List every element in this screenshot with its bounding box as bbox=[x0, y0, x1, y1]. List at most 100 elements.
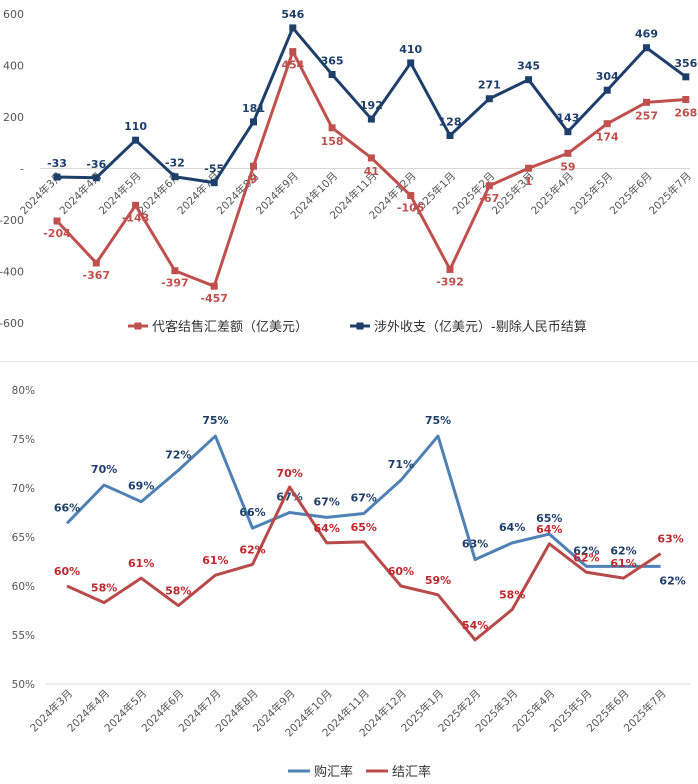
series-1-marker bbox=[446, 265, 454, 273]
data-label: -105 bbox=[397, 202, 425, 215]
y-tick-label: 50% bbox=[12, 679, 35, 691]
series-2-marker bbox=[603, 86, 611, 94]
series-1-marker bbox=[682, 95, 690, 103]
series-1-marker bbox=[53, 217, 61, 225]
data-label: 69% bbox=[128, 480, 154, 493]
data-label: -143 bbox=[122, 211, 150, 224]
data-label: 58% bbox=[165, 585, 191, 598]
y-tick-label: -600 bbox=[0, 317, 24, 330]
data-label: 66% bbox=[54, 501, 80, 514]
series-2-marker bbox=[525, 76, 533, 84]
series-1-marker bbox=[328, 124, 336, 132]
data-label: 304 bbox=[596, 70, 619, 83]
series-1-marker bbox=[210, 282, 218, 290]
series-2-marker bbox=[210, 179, 218, 187]
data-label: 454 bbox=[281, 59, 304, 72]
series-2-marker bbox=[407, 59, 415, 67]
legend-label-2: 涉外收支（亿美元）-剔除人民币结算 bbox=[374, 320, 587, 335]
y-tick-label: 75% bbox=[12, 434, 35, 446]
data-label: 62% bbox=[573, 544, 599, 557]
y-tick-label: 80% bbox=[12, 385, 35, 397]
series-2-marker bbox=[328, 71, 336, 79]
y-tick-label: -200 bbox=[0, 214, 24, 227]
data-label: 54% bbox=[462, 619, 488, 632]
data-label: -397 bbox=[161, 277, 189, 290]
series-1-marker bbox=[564, 149, 572, 157]
data-label: 62% bbox=[610, 544, 636, 557]
series-1-marker bbox=[92, 259, 100, 267]
series-line-1 bbox=[65, 434, 661, 568]
data-label: 61% bbox=[202, 554, 228, 567]
data-label: 75% bbox=[202, 414, 228, 427]
y-tick-label: - bbox=[20, 163, 24, 176]
y-tick-label: 200 bbox=[3, 111, 24, 124]
data-label: 268 bbox=[674, 106, 697, 119]
data-label: 158 bbox=[321, 135, 344, 148]
data-label: -55 bbox=[204, 163, 224, 176]
y-tick-label: 60% bbox=[12, 581, 35, 593]
data-label: 59% bbox=[425, 574, 451, 587]
data-label: 65% bbox=[536, 512, 562, 525]
data-label: 59 bbox=[560, 160, 575, 173]
data-label: 67% bbox=[351, 491, 377, 504]
series-1-marker bbox=[171, 267, 179, 275]
data-label: 61% bbox=[610, 557, 636, 570]
data-label: 41 bbox=[364, 165, 379, 178]
series-2-marker bbox=[250, 118, 257, 126]
legend-marker-1 bbox=[134, 322, 142, 330]
data-label: 65% bbox=[351, 521, 377, 534]
data-label: -204 bbox=[43, 227, 71, 240]
balance-chart: -600-400-200-2004006002024年3月2024年4月2024… bbox=[0, 8, 698, 335]
data-label: -33 bbox=[47, 157, 67, 170]
data-label: 410 bbox=[399, 43, 422, 56]
y-tick-label: 65% bbox=[12, 532, 35, 544]
data-label: 62% bbox=[239, 543, 265, 556]
series-1-marker bbox=[407, 192, 415, 200]
data-label: 9 bbox=[250, 173, 258, 186]
series-2-marker bbox=[171, 173, 179, 181]
data-label: 271 bbox=[478, 79, 501, 92]
series-1-marker bbox=[485, 182, 493, 190]
y-tick-label: 70% bbox=[12, 483, 35, 495]
data-label: -36 bbox=[86, 158, 106, 171]
legend-label-2: 结汇率 bbox=[392, 764, 431, 780]
data-label: 70% bbox=[276, 467, 302, 480]
series-2-marker bbox=[485, 95, 493, 103]
series-2-marker bbox=[682, 73, 690, 81]
series-1-marker bbox=[367, 154, 375, 162]
data-label: 60% bbox=[388, 565, 414, 578]
data-label: -392 bbox=[436, 275, 464, 288]
series-2-marker bbox=[53, 173, 61, 181]
data-label: 63% bbox=[462, 538, 488, 551]
data-label: 110 bbox=[124, 120, 147, 133]
y-tick-label: -400 bbox=[0, 266, 24, 279]
legend-marker-2 bbox=[356, 322, 364, 330]
series-2-marker bbox=[643, 44, 650, 52]
series-2-marker bbox=[446, 132, 454, 140]
series-1-marker bbox=[289, 48, 297, 56]
data-label: 356 bbox=[674, 57, 697, 70]
data-label: 257 bbox=[635, 109, 658, 122]
data-label: -67 bbox=[479, 192, 499, 205]
data-label: -32 bbox=[165, 157, 185, 170]
legend-label-1: 代客结售汇差额（亿美元） bbox=[152, 319, 308, 335]
series-1-marker bbox=[250, 162, 257, 170]
data-label: 365 bbox=[321, 55, 344, 68]
data-label: 62% bbox=[573, 551, 599, 564]
legend-label-1: 购汇率 bbox=[314, 764, 353, 780]
data-label: 143 bbox=[556, 112, 579, 125]
data-label: 58% bbox=[91, 582, 117, 595]
x-tick-label: 2025年7月 bbox=[646, 169, 694, 217]
series-line-2 bbox=[66, 485, 662, 642]
series-1-marker bbox=[525, 164, 533, 172]
data-label: 71% bbox=[388, 458, 414, 471]
fx-rate-chart: 50%55%60%65%70%75%80%2024年3月2024年4月2024年… bbox=[12, 385, 690, 780]
data-label: 62% bbox=[659, 574, 685, 587]
data-label: -367 bbox=[83, 269, 111, 282]
data-label: 58% bbox=[499, 589, 525, 602]
data-label: 128 bbox=[439, 116, 462, 129]
data-label: 70% bbox=[91, 463, 117, 476]
data-label: 469 bbox=[635, 28, 658, 41]
data-label: 60% bbox=[54, 565, 80, 578]
data-label: 174 bbox=[596, 131, 619, 144]
